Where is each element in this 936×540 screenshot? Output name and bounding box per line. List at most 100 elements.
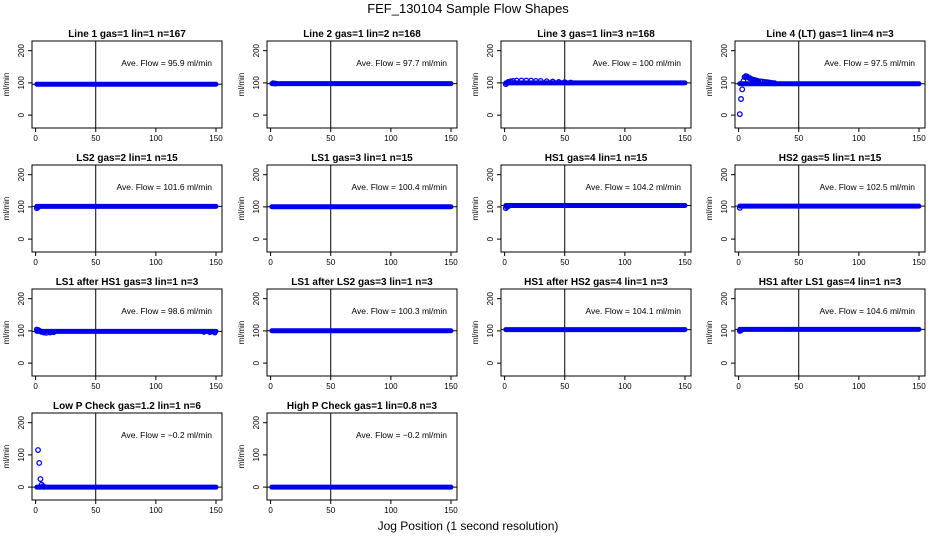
average-flow-annotation: Ave. Flow = 104.2 ml/min — [585, 182, 681, 192]
x-tick-label: 150 — [912, 258, 926, 267]
x-tick-label: 50 — [560, 134, 569, 143]
y-axis-label: ml/min — [2, 197, 11, 221]
panel-title: Line 2 gas=1 lin=2 n=168 — [303, 29, 421, 40]
y-tick-label: 100 — [720, 76, 729, 90]
plot-frame — [500, 288, 692, 377]
x-tick-label: 100 — [852, 258, 866, 267]
x-tick-label: 100 — [852, 382, 866, 391]
x-tick-label: 150 — [444, 506, 458, 515]
average-flow-annotation: Ave. Flow = −0.2 ml/min — [356, 430, 447, 440]
y-tick-label: 200 — [17, 43, 26, 57]
panel-title: Low P Check gas=1.2 lin=1 n=6 — [53, 401, 201, 412]
x-tick-label: 100 — [618, 134, 632, 143]
average-flow-annotation: Ave. Flow = 104.1 ml/min — [585, 306, 681, 316]
x-tick-label: 150 — [444, 258, 458, 267]
y-tick-label: 100 — [486, 76, 495, 90]
average-flow-annotation: Ave. Flow = 100.4 ml/min — [351, 182, 447, 192]
panel-title: LS1 gas=3 lin=1 n=15 — [311, 153, 413, 164]
average-flow-annotation: Ave. Flow = 95.9 ml/min — [121, 58, 212, 68]
x-tick-label: 0 — [268, 382, 273, 391]
x-tick-label: 0 — [502, 134, 507, 143]
x-tick-label: 150 — [209, 258, 223, 267]
plot-frame — [31, 288, 223, 377]
data-point — [739, 86, 746, 93]
x-tick-label: 100 — [149, 258, 163, 267]
y-tick-label: 200 — [720, 43, 729, 57]
data-point — [211, 329, 218, 336]
panel-title: LS2 gas=2 lin=1 n=15 — [76, 153, 178, 164]
x-tick-label: 100 — [852, 134, 866, 143]
panel-4: Line 4 (LT) gas=1 lin=4 n=3 ml/min 0 50 100 1… — [705, 29, 926, 143]
data-point — [537, 78, 544, 84]
average-flow-annotation: Ave. Flow = 102.5 ml/min — [819, 182, 915, 192]
data-point — [567, 79, 574, 86]
data-point — [543, 78, 550, 85]
x-tick-label: 0 — [33, 258, 38, 267]
plot-frame — [734, 164, 926, 253]
panel-6: LS1 gas=3 lin=1 n=15 ml/min 0 50 100 150 0 100 2… — [237, 153, 458, 267]
panel-3: Line 3 gas=1 lin=3 n=168 ml/min 0 50 100 150 0… — [471, 29, 692, 143]
x-tick-label: 50 — [91, 258, 100, 267]
x-tick-label: 0 — [736, 134, 741, 143]
y-axis-label: ml/min — [2, 321, 11, 345]
y-tick-label: 200 — [17, 167, 26, 181]
y-tick-label: 100 — [17, 448, 26, 462]
x-tick-label: 150 — [678, 258, 692, 267]
y-tick-label: 0 — [486, 236, 495, 241]
y-tick-label: 0 — [17, 112, 26, 117]
y-axis-label: ml/min — [471, 197, 480, 221]
data-point — [43, 329, 50, 336]
data-point — [201, 328, 207, 335]
average-flow-annotation: Ave. Flow = 97.7 ml/min — [356, 58, 447, 68]
y-tick-label: 0 — [252, 484, 261, 489]
y-axis-label: ml/min — [705, 197, 714, 221]
x-tick-label: 50 — [560, 258, 569, 267]
y-tick-label: 100 — [252, 200, 261, 214]
y-tick-label: 100 — [720, 324, 729, 338]
panel-12: HS1 after LS1 gas=4 lin=1 n=3 ml/min 0 50 10… — [705, 277, 926, 391]
y-tick-label: 200 — [252, 291, 261, 305]
panel-8: HS2 gas=5 lin=1 n=15 ml/min 0 50 100 150 0 100 2… — [705, 153, 926, 267]
panel-title: LS1 after LS2 gas=3 lin=1 n=3 — [291, 277, 433, 288]
x-tick-label: 50 — [91, 382, 100, 391]
x-tick-label: 100 — [384, 258, 398, 267]
y-tick-label: 0 — [252, 360, 261, 365]
y-axis-label: ml/min — [471, 73, 480, 97]
x-axis-caption: Jog Position (1 second resolution) — [377, 519, 559, 533]
x-tick-label: 50 — [91, 506, 100, 515]
data-point — [561, 79, 568, 86]
x-tick-label: 50 — [326, 134, 335, 143]
x-tick-label: 150 — [209, 382, 223, 391]
data-point — [769, 79, 776, 86]
y-tick-label: 0 — [17, 484, 26, 489]
panel-11: HS1 after HS2 gas=4 lin=1 n=3 ml/min 0 50 10… — [471, 277, 692, 391]
panel-5: LS2 gas=2 lin=1 n=15 ml/min 0 50 100 150 0 100 2… — [2, 153, 223, 267]
y-tick-label: 0 — [486, 112, 495, 117]
y-tick-label: 100 — [252, 324, 261, 338]
y-tick-label: 200 — [17, 415, 26, 429]
y-tick-label: 0 — [720, 236, 729, 241]
x-tick-label: 0 — [268, 506, 273, 515]
plot-frame — [266, 412, 458, 501]
x-tick-label: 150 — [912, 134, 926, 143]
x-tick-label: 150 — [209, 134, 223, 143]
y-axis-label: ml/min — [471, 321, 480, 345]
x-tick-label: 150 — [678, 134, 692, 143]
y-tick-label: 0 — [486, 360, 495, 365]
y-tick-label: 200 — [252, 167, 261, 181]
y-tick-label: 100 — [17, 324, 26, 338]
y-axis-label: ml/min — [2, 73, 11, 97]
y-tick-label: 0 — [17, 236, 26, 241]
panel-title: Line 1 gas=1 lin=1 n=167 — [68, 29, 186, 40]
x-tick-label: 100 — [149, 382, 163, 391]
y-tick-label: 200 — [486, 167, 495, 181]
x-tick-label: 50 — [91, 134, 100, 143]
data-point — [505, 203, 512, 210]
x-tick-label: 0 — [33, 134, 38, 143]
average-flow-annotation: Ave. Flow = 97.5 ml/min — [824, 58, 915, 68]
plot-frame — [31, 164, 223, 253]
y-axis-label: ml/min — [237, 73, 246, 97]
x-tick-label: 0 — [33, 382, 38, 391]
x-tick-label: 0 — [268, 258, 273, 267]
y-tick-label: 100 — [486, 324, 495, 338]
